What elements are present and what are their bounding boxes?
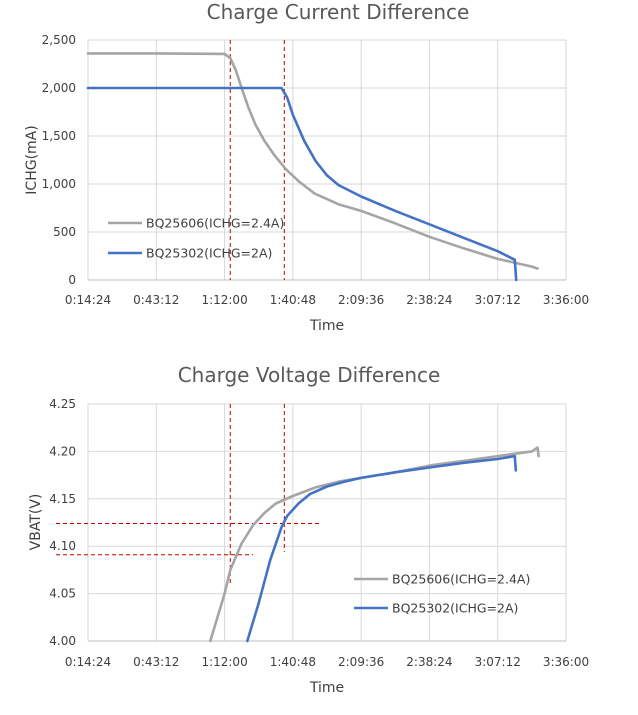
y-tick-label: 4.10 bbox=[49, 539, 76, 553]
y-tick-label: 4.00 bbox=[49, 634, 76, 648]
current-chart-x-axis-label: Time bbox=[309, 318, 344, 334]
x-tick-label: 0:43:12 bbox=[133, 655, 179, 669]
x-tick-label: 0:14:24 bbox=[65, 293, 111, 307]
x-tick-label: 2:38:24 bbox=[406, 655, 452, 669]
series-line-0 bbox=[86, 52, 539, 270]
legend-label: BQ25302(ICHG=2A) bbox=[146, 246, 272, 261]
voltage-chart-x-ticks: 0:14:24 0:43:12 1:12:00 1:40:48 2:09:36 2:38:… bbox=[65, 655, 589, 669]
series-line-1 bbox=[246, 454, 518, 643]
legend-label: BQ25606(ICHG=2.4A) bbox=[146, 216, 284, 231]
x-tick-label: 1:12:00 bbox=[201, 655, 247, 669]
y-tick-label: 4.25 bbox=[49, 397, 76, 411]
voltage-chart-legend: BQ25606(ICHG=2.4A) BQ25302(ICHG=2A) bbox=[354, 572, 530, 616]
voltage-chart-title: Charge Voltage Difference bbox=[178, 363, 441, 387]
x-tick-label: 2:09:36 bbox=[338, 293, 384, 307]
x-tick-label: 3:36:00 bbox=[543, 293, 589, 307]
current-chart-reference-lines bbox=[229, 40, 285, 280]
voltage-chart-x-axis-label: Time bbox=[309, 680, 344, 696]
voltage-chart: Charge Voltage Difference 4.004.054.104.… bbox=[28, 363, 589, 696]
y-tick-label: 0 bbox=[68, 273, 76, 287]
x-tick-label: 1:12:00 bbox=[201, 293, 247, 307]
series-line-0 bbox=[209, 446, 541, 643]
voltage-chart-series bbox=[209, 446, 541, 643]
x-tick-label: 0:43:12 bbox=[133, 293, 179, 307]
legend-label: BQ25606(ICHG=2.4A) bbox=[392, 572, 530, 587]
voltage-chart-gridlines bbox=[87, 403, 567, 642]
y-tick-label: 4.15 bbox=[49, 492, 76, 506]
current-chart: Charge Current Difference 0 500 1,000 1,500… bbox=[24, 0, 589, 334]
series-line-1 bbox=[86, 86, 518, 282]
voltage-chart-y-ticks: 4.00 4.05 4.10 4.15 4.20 4.25 bbox=[49, 397, 76, 648]
legend-label: BQ25302(ICHG=2A) bbox=[392, 601, 518, 616]
current-chart-title: Charge Current Difference bbox=[207, 0, 470, 24]
x-tick-label: 3:07:12 bbox=[475, 293, 521, 307]
x-tick-label: 2:09:36 bbox=[338, 655, 384, 669]
x-tick-label: 0:14:24 bbox=[65, 655, 111, 669]
current-chart-series bbox=[86, 52, 539, 282]
y-tick-label: 1,000 bbox=[42, 177, 76, 191]
current-chart-legend: BQ25606(ICHG=2.4A) BQ25302(ICHG=2A) bbox=[108, 216, 284, 261]
x-tick-label: 3:07:12 bbox=[475, 655, 521, 669]
y-tick-label: 4.20 bbox=[49, 444, 76, 458]
x-tick-label: 1:40:48 bbox=[270, 655, 316, 669]
y-tick-label: 1,500 bbox=[42, 129, 76, 143]
current-chart-gridlines bbox=[87, 39, 567, 281]
x-tick-label: 1:40:48 bbox=[270, 293, 316, 307]
y-tick-label: 500 bbox=[53, 225, 76, 239]
y-tick-label: 4.05 bbox=[49, 587, 76, 601]
x-tick-label: 3:36:00 bbox=[543, 655, 589, 669]
voltage-chart-reference-lines bbox=[56, 404, 320, 585]
x-tick-label: 2:38:24 bbox=[406, 293, 452, 307]
current-chart-x-ticks: 0:14:24 0:43:12 1:12:00 1:40:48 2:09:36 2:38:… bbox=[65, 293, 589, 307]
current-chart-y-ticks: 0 500 1,000 1,500 2,000 2,500 bbox=[42, 33, 76, 287]
y-tick-label: 2,500 bbox=[42, 33, 76, 47]
voltage-chart-y-axis-label: VBAT(V) bbox=[28, 494, 44, 551]
y-tick-label: 2,000 bbox=[42, 81, 76, 95]
current-chart-y-axis-label: ICHG(mA) bbox=[24, 125, 40, 194]
